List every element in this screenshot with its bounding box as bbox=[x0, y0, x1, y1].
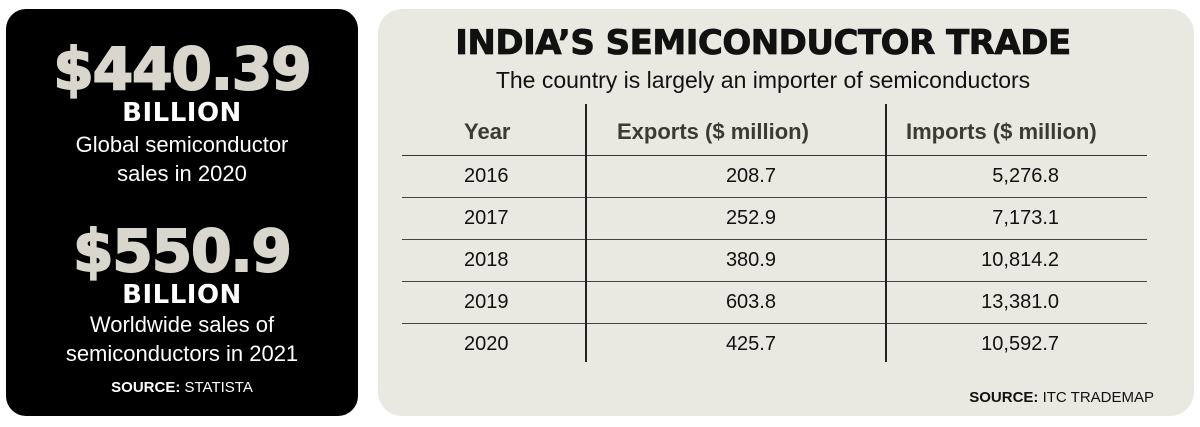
worldwide-sales-2021-value: $550.9 bbox=[72, 217, 293, 285]
table-row: 2017 252.9 7,173.1 bbox=[402, 198, 1147, 240]
column-divider-exports bbox=[585, 104, 587, 362]
global-sales-2020-caption-line2: sales in 2020 bbox=[117, 161, 247, 186]
table-row: 2020 425.7 10,592.7 bbox=[402, 324, 1147, 365]
imports-cell: 10,814.2 bbox=[981, 249, 1059, 271]
header-year: Year bbox=[464, 119, 511, 144]
header-imports: Imports ($ million) bbox=[906, 119, 1097, 144]
table-row: 2018 380.9 10,814.2 bbox=[402, 240, 1147, 282]
table-row: 2016 208.7 5,276.8 bbox=[402, 156, 1147, 198]
year-cell: 2017 bbox=[464, 207, 509, 229]
stats-panel: $440.39 BILLION Global semiconductor sal… bbox=[6, 9, 358, 416]
year-cell: 2016 bbox=[464, 165, 509, 187]
exports-cell: 425.7 bbox=[725, 333, 776, 355]
table-header-row: Year Exports ($ million) Imports ($ mill… bbox=[402, 109, 1147, 156]
chart-title: INDIA’S SEMICONDUCTOR TRADE bbox=[455, 23, 1072, 64]
year-cell: 2019 bbox=[464, 291, 509, 313]
global-sales-2020-value: $440.39 bbox=[52, 35, 312, 103]
exports-cell: 208.7 bbox=[725, 165, 776, 187]
global-sales-2020-caption-line1: Global semiconductor bbox=[75, 132, 289, 157]
worldwide-sales-2021-caption-line1: Worldwide sales of bbox=[89, 312, 275, 337]
worldwide-sales-2021-caption-line2: semiconductors in 2021 bbox=[65, 341, 299, 366]
left-source-note: SOURCE: STATISTA bbox=[6, 379, 358, 396]
right-source-value: ITC TRADEMAP bbox=[1042, 389, 1154, 406]
column-divider-imports bbox=[885, 104, 887, 362]
year-cell: 2018 bbox=[464, 249, 509, 271]
chart-subtitle: The country is largely an importer of se… bbox=[495, 67, 1031, 93]
left-source-label: SOURCE: bbox=[111, 379, 181, 396]
imports-cell: 7,173.1 bbox=[992, 207, 1059, 229]
header-exports: Exports ($ million) bbox=[617, 119, 809, 144]
exports-cell: 603.8 bbox=[725, 291, 776, 313]
worldwide-sales-2021-unit: BILLION bbox=[122, 280, 242, 310]
imports-cell: 5,276.8 bbox=[992, 165, 1059, 187]
trade-table: Year Exports ($ million) Imports ($ mill… bbox=[402, 109, 1147, 365]
right-source-label: SOURCE: bbox=[969, 389, 1039, 406]
table-row: 2019 603.8 13,381.0 bbox=[402, 282, 1147, 324]
imports-cell: 10,592.7 bbox=[981, 333, 1059, 355]
right-source-note: SOURCE: ITC TRADEMAP bbox=[969, 389, 1154, 406]
trade-table-panel: INDIA’S SEMICONDUCTOR TRADE The country … bbox=[378, 9, 1194, 416]
exports-cell: 252.9 bbox=[725, 207, 776, 229]
left-source-value: STATISTA bbox=[184, 379, 253, 396]
exports-cell: 380.9 bbox=[725, 249, 776, 271]
year-cell: 2020 bbox=[464, 333, 509, 355]
global-sales-2020-unit: BILLION bbox=[122, 98, 242, 128]
imports-cell: 13,381.0 bbox=[981, 291, 1059, 313]
